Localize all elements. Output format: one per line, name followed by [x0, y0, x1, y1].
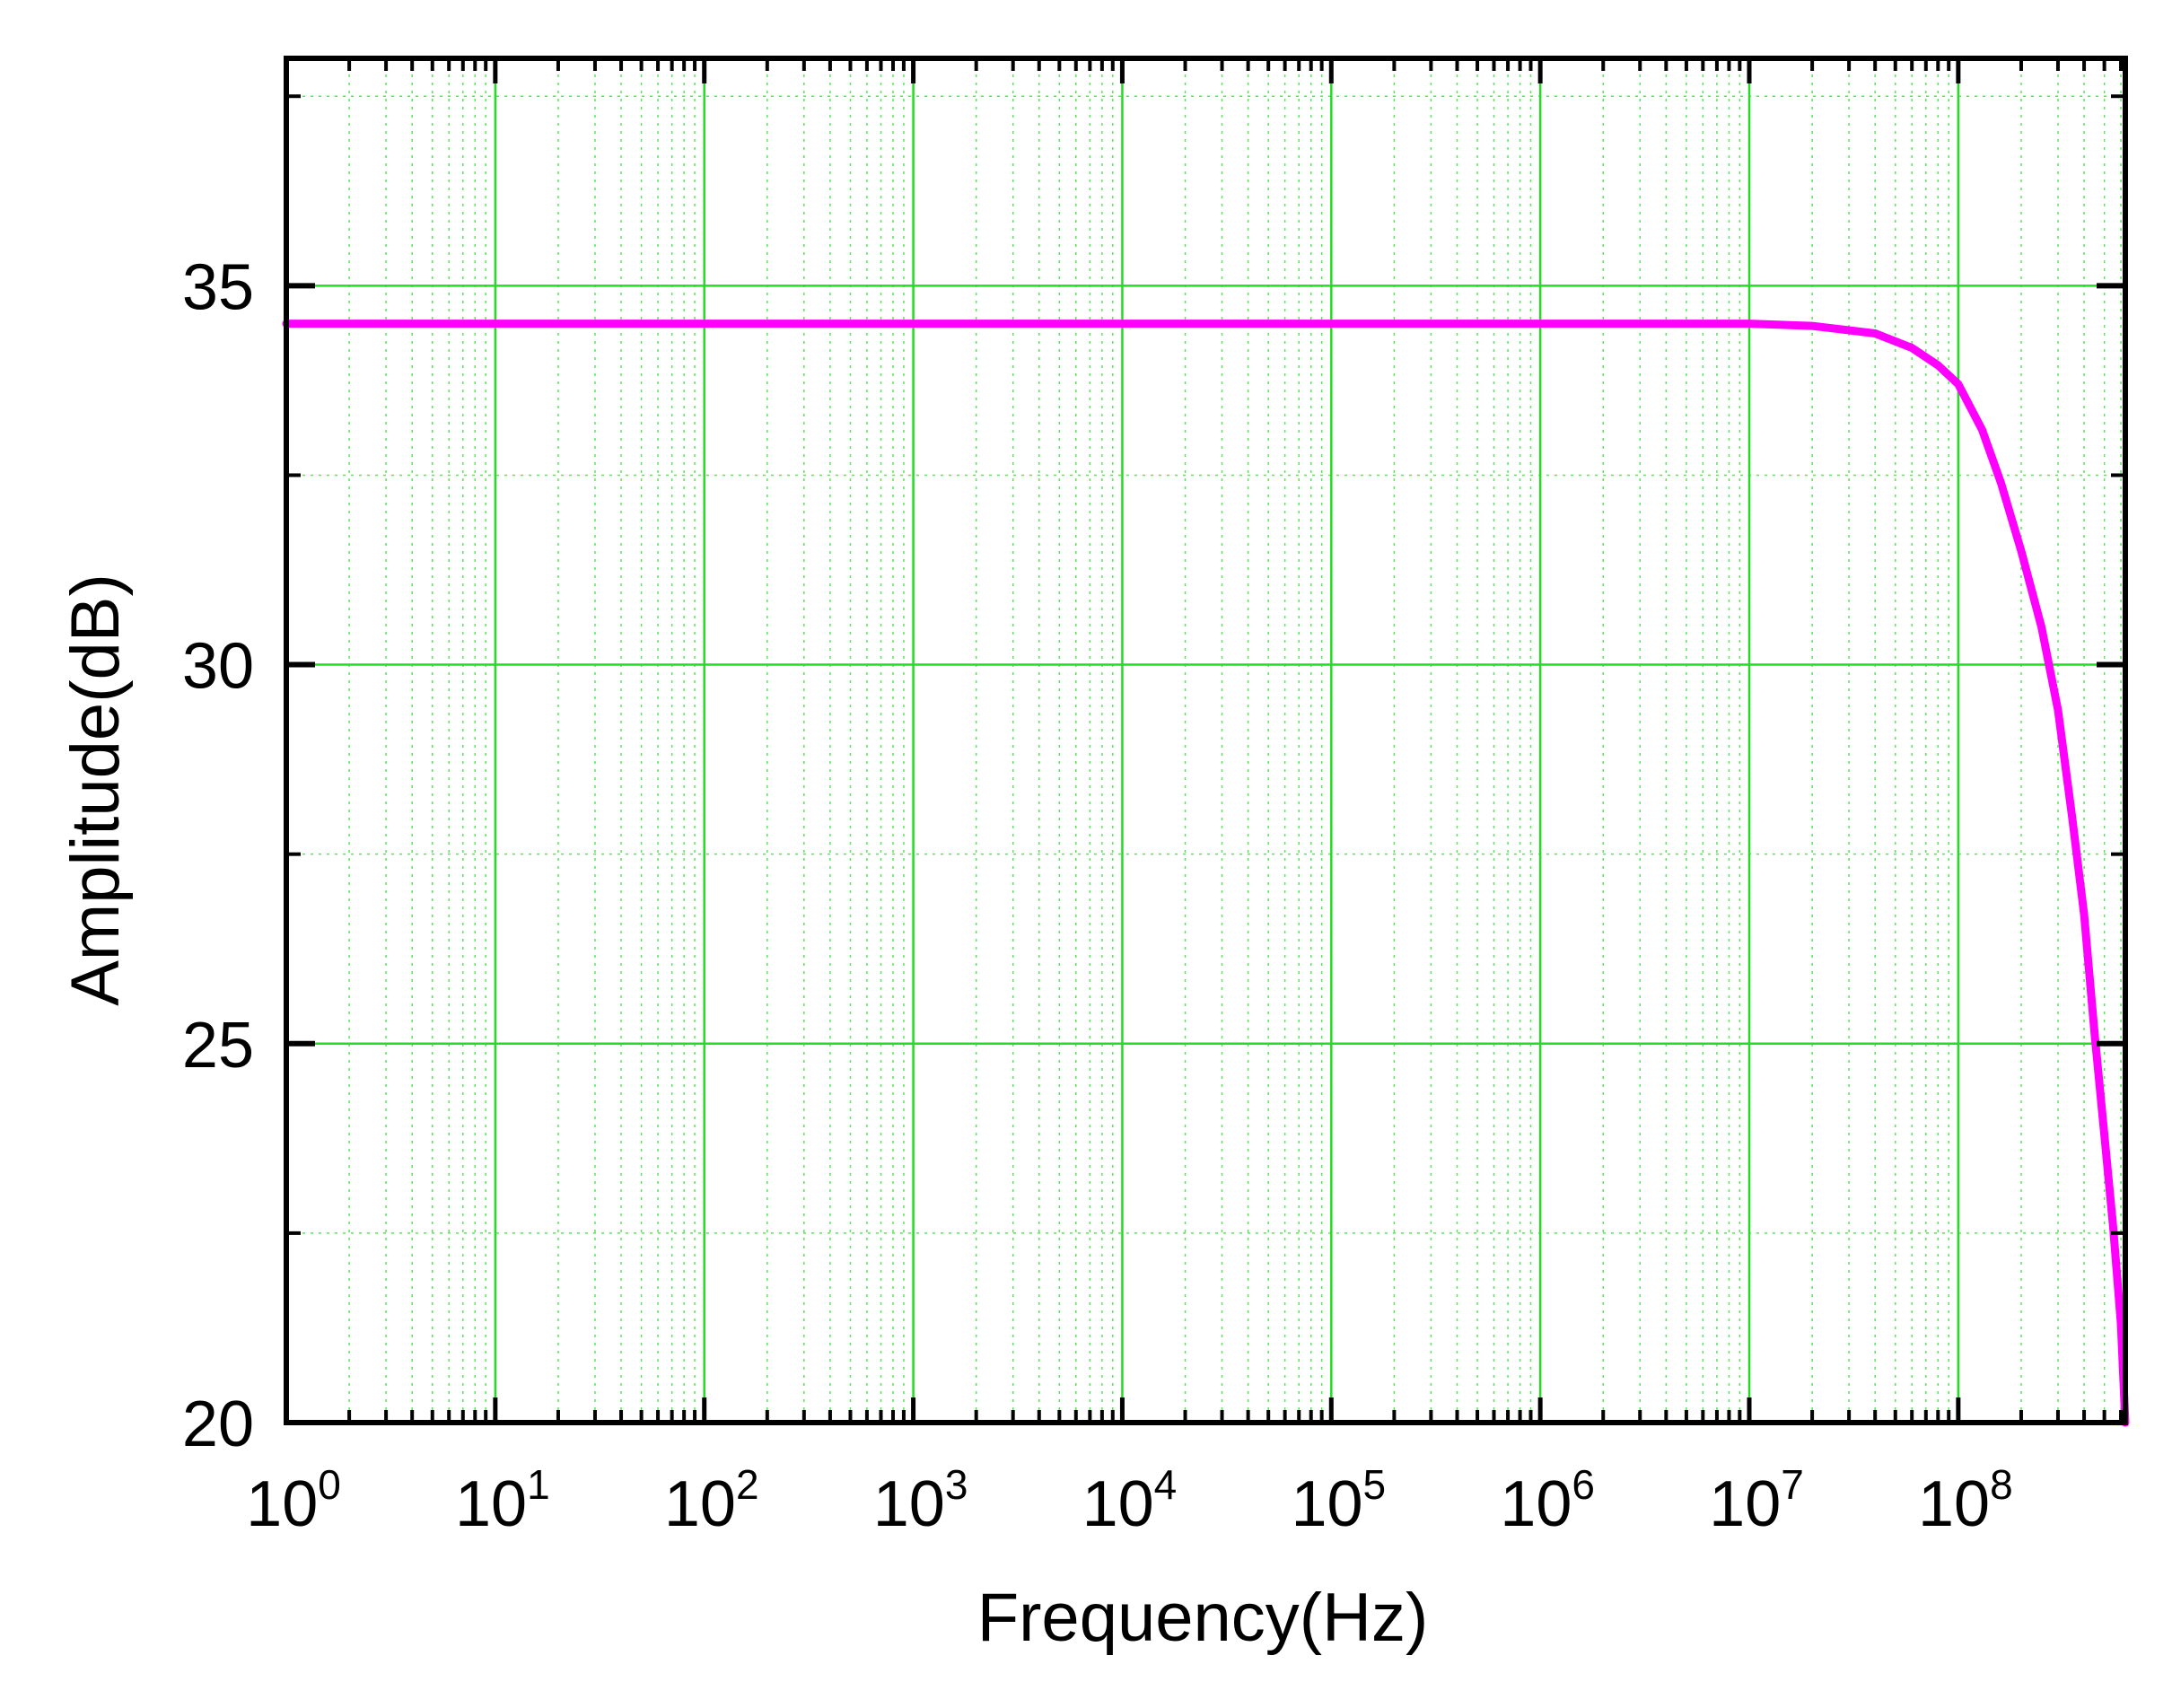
- x-tick-label-base: 10: [246, 1468, 318, 1540]
- y-tick-label: 30: [182, 631, 254, 703]
- x-tick-label-base: 10: [1291, 1468, 1362, 1540]
- x-tick-label-exponent: 6: [1572, 1461, 1595, 1508]
- y-axis-title: Amplitude(dB): [57, 574, 134, 1006]
- x-tick-label-exponent: 8: [1990, 1461, 2013, 1508]
- x-tick-label-base: 10: [1500, 1468, 1572, 1540]
- x-tick-label-base: 10: [664, 1468, 736, 1540]
- x-tick-label-exponent: 3: [945, 1461, 968, 1508]
- axis-ticks: [284, 58, 2125, 1425]
- x-tick-label: 106: [1500, 1461, 1595, 1540]
- x-tick-label-exponent: 7: [1781, 1461, 1804, 1508]
- x-tick-label-exponent: 1: [527, 1461, 550, 1508]
- x-tick-label-exponent: 5: [1363, 1461, 1387, 1508]
- x-tick-label: 104: [1082, 1461, 1178, 1540]
- y-tick-labels: 20 25 30 35: [182, 251, 254, 1460]
- x-tick-label-exponent: 0: [318, 1461, 341, 1508]
- x-tick-label: 105: [1291, 1461, 1386, 1540]
- y-tick-label: 20: [182, 1388, 254, 1460]
- x-tick-label-base: 10: [455, 1468, 527, 1540]
- major-grid: [286, 58, 2125, 1423]
- x-tick-label: 102: [664, 1461, 759, 1540]
- y-tick-label: 35: [182, 251, 254, 323]
- x-tick-label-base: 10: [1709, 1468, 1781, 1540]
- plot-frame: [284, 56, 2128, 1425]
- x-tick-label-exponent: 4: [1154, 1461, 1178, 1508]
- x-tick-label: 100: [246, 1461, 341, 1540]
- series-line: [282, 320, 2130, 1427]
- x-tick-label: 108: [1918, 1461, 2013, 1540]
- x-tick-label-base: 10: [1918, 1468, 1990, 1540]
- x-tick-label: 101: [455, 1461, 550, 1540]
- x-tick-label-base: 10: [1082, 1468, 1154, 1540]
- x-tick-label: 107: [1709, 1461, 1804, 1540]
- y-tick-label: 25: [182, 1010, 254, 1082]
- x-tick-label-exponent: 2: [736, 1461, 759, 1508]
- x-axis-title: Frequency(Hz): [977, 1580, 1429, 1656]
- x-tick-label-base: 10: [873, 1468, 945, 1540]
- x-tick-label: 103: [873, 1461, 968, 1540]
- x-tick-labels: 100 101 102 103 104 105 106 107 108: [246, 1461, 2013, 1540]
